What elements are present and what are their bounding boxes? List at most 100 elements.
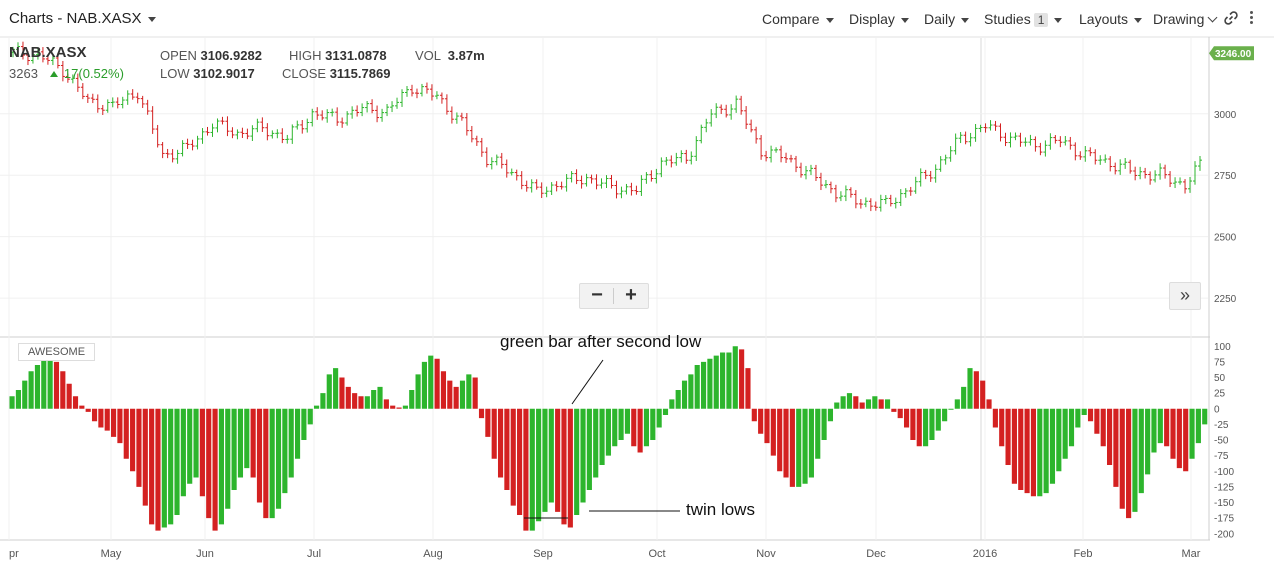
study-label[interactable]: AWESOME: [18, 343, 96, 361]
price-bar: [749, 119, 754, 133]
grid-lines: [0, 36, 1274, 541]
price-bar: [584, 173, 589, 187]
price-bar: [1048, 133, 1053, 150]
price-bar: [689, 151, 694, 165]
price-bar: [190, 139, 195, 151]
layouts-menu[interactable]: Layouts: [1079, 11, 1143, 27]
price-bar: [853, 190, 858, 209]
zoom-in-button[interactable]: +: [625, 284, 637, 306]
price-bar: [135, 92, 140, 104]
x-tick-label: Oct: [648, 548, 665, 560]
price-bar: [150, 106, 155, 134]
price-bar: [230, 127, 235, 139]
x-tick-label: Nov: [756, 548, 776, 560]
high-label: HIGH: [289, 48, 322, 63]
more-options-icon[interactable]: [1250, 11, 1254, 25]
price-bar: [170, 149, 175, 163]
drawing-menu[interactable]: Drawing: [1153, 11, 1218, 27]
display-menu[interactable]: Display: [849, 11, 909, 27]
price-bar: [35, 47, 40, 60]
osc-bar: [916, 408, 922, 447]
price-bar: [534, 179, 539, 190]
price-bar: [544, 186, 549, 198]
osc-bar: [612, 408, 618, 447]
x-tick-label: pr: [9, 548, 19, 560]
osc-bar: [745, 368, 751, 409]
price-change: 17(0.52%): [63, 66, 124, 81]
osc-bar: [624, 408, 631, 434]
price-bar: [609, 174, 614, 189]
price-bar: [1113, 162, 1118, 175]
osc-bar: [929, 408, 935, 440]
chart-title-dropdown[interactable]: Charts - NAB.XASX: [9, 10, 156, 27]
price-bar: [479, 137, 484, 157]
price-bar: [1128, 159, 1133, 174]
price-bar: [1133, 166, 1138, 181]
price-bar: [365, 101, 370, 113]
price-bar: [200, 128, 205, 144]
price-bar: [20, 41, 25, 60]
price-bar: [659, 157, 664, 178]
price-bar: [524, 180, 529, 192]
osc-bar: [428, 355, 434, 409]
price-bar: [75, 73, 80, 92]
price-bar: [764, 150, 769, 162]
osc-bar: [1145, 408, 1151, 475]
price-bar: [724, 104, 729, 118]
price-bar: [385, 103, 390, 117]
axes: pr May Jun Jul Aug Sep Oct Nov Dec 2016 Feb Mar 2250…: [9, 46, 1254, 560]
price-bar: [504, 159, 509, 178]
price-bar: [813, 164, 818, 181]
compare-menu[interactable]: Compare: [762, 11, 834, 27]
osc-bar: [1043, 408, 1049, 494]
zoom-out-button[interactable]: −: [591, 284, 603, 306]
awesome-oscillator: [9, 346, 1208, 531]
price-bar: [988, 120, 993, 131]
price-bar: [489, 157, 494, 170]
osc-bar: [1126, 408, 1132, 519]
price-bar: [1043, 140, 1048, 157]
interval-menu[interactable]: Daily: [924, 11, 970, 27]
x-tick-label: Jun: [196, 548, 214, 560]
close-label: CLOSE: [282, 66, 327, 81]
osc-bar: [529, 408, 535, 531]
price-bar: [474, 135, 479, 146]
osc-bar: [1170, 408, 1176, 459]
price-bar: [1098, 155, 1103, 165]
osc-bar: [999, 408, 1005, 447]
osc-bar: [345, 386, 351, 409]
price-bar: [335, 107, 340, 126]
price-bar: [509, 168, 514, 176]
link-icon[interactable]: [1223, 10, 1239, 26]
price-bar: [310, 108, 315, 127]
price-bar: [759, 135, 764, 160]
osc-tick-label: -25: [1214, 420, 1229, 431]
price-bar: [494, 154, 499, 166]
price-bar: [270, 130, 275, 139]
price-bar: [70, 74, 75, 84]
studies-menu[interactable]: Studies 1: [984, 11, 1063, 27]
price-bar: [395, 97, 400, 109]
price-bar: [1023, 137, 1028, 147]
price-bar: [654, 168, 659, 184]
chevron-down-icon: [900, 17, 909, 23]
osc-bar: [650, 408, 656, 440]
scroll-to-end-button[interactable]: »: [1169, 282, 1201, 310]
osc-bar: [53, 361, 60, 409]
osc-bar: [986, 399, 992, 409]
osc-bar: [123, 408, 129, 459]
price-bar: [629, 182, 634, 196]
osc-bar: [237, 408, 244, 478]
price-bar: [1168, 171, 1173, 188]
price-bar: [185, 138, 190, 149]
osc-bar: [497, 408, 504, 478]
price-bar: [235, 129, 240, 140]
price-bar: [564, 174, 569, 192]
osc-bar: [580, 408, 586, 503]
x-tick-label: 2016: [973, 548, 997, 560]
price-bar: [454, 112, 459, 124]
price-bar: [719, 104, 724, 115]
high-value: 3131.0878: [325, 48, 387, 63]
price-bar: [1018, 132, 1023, 147]
